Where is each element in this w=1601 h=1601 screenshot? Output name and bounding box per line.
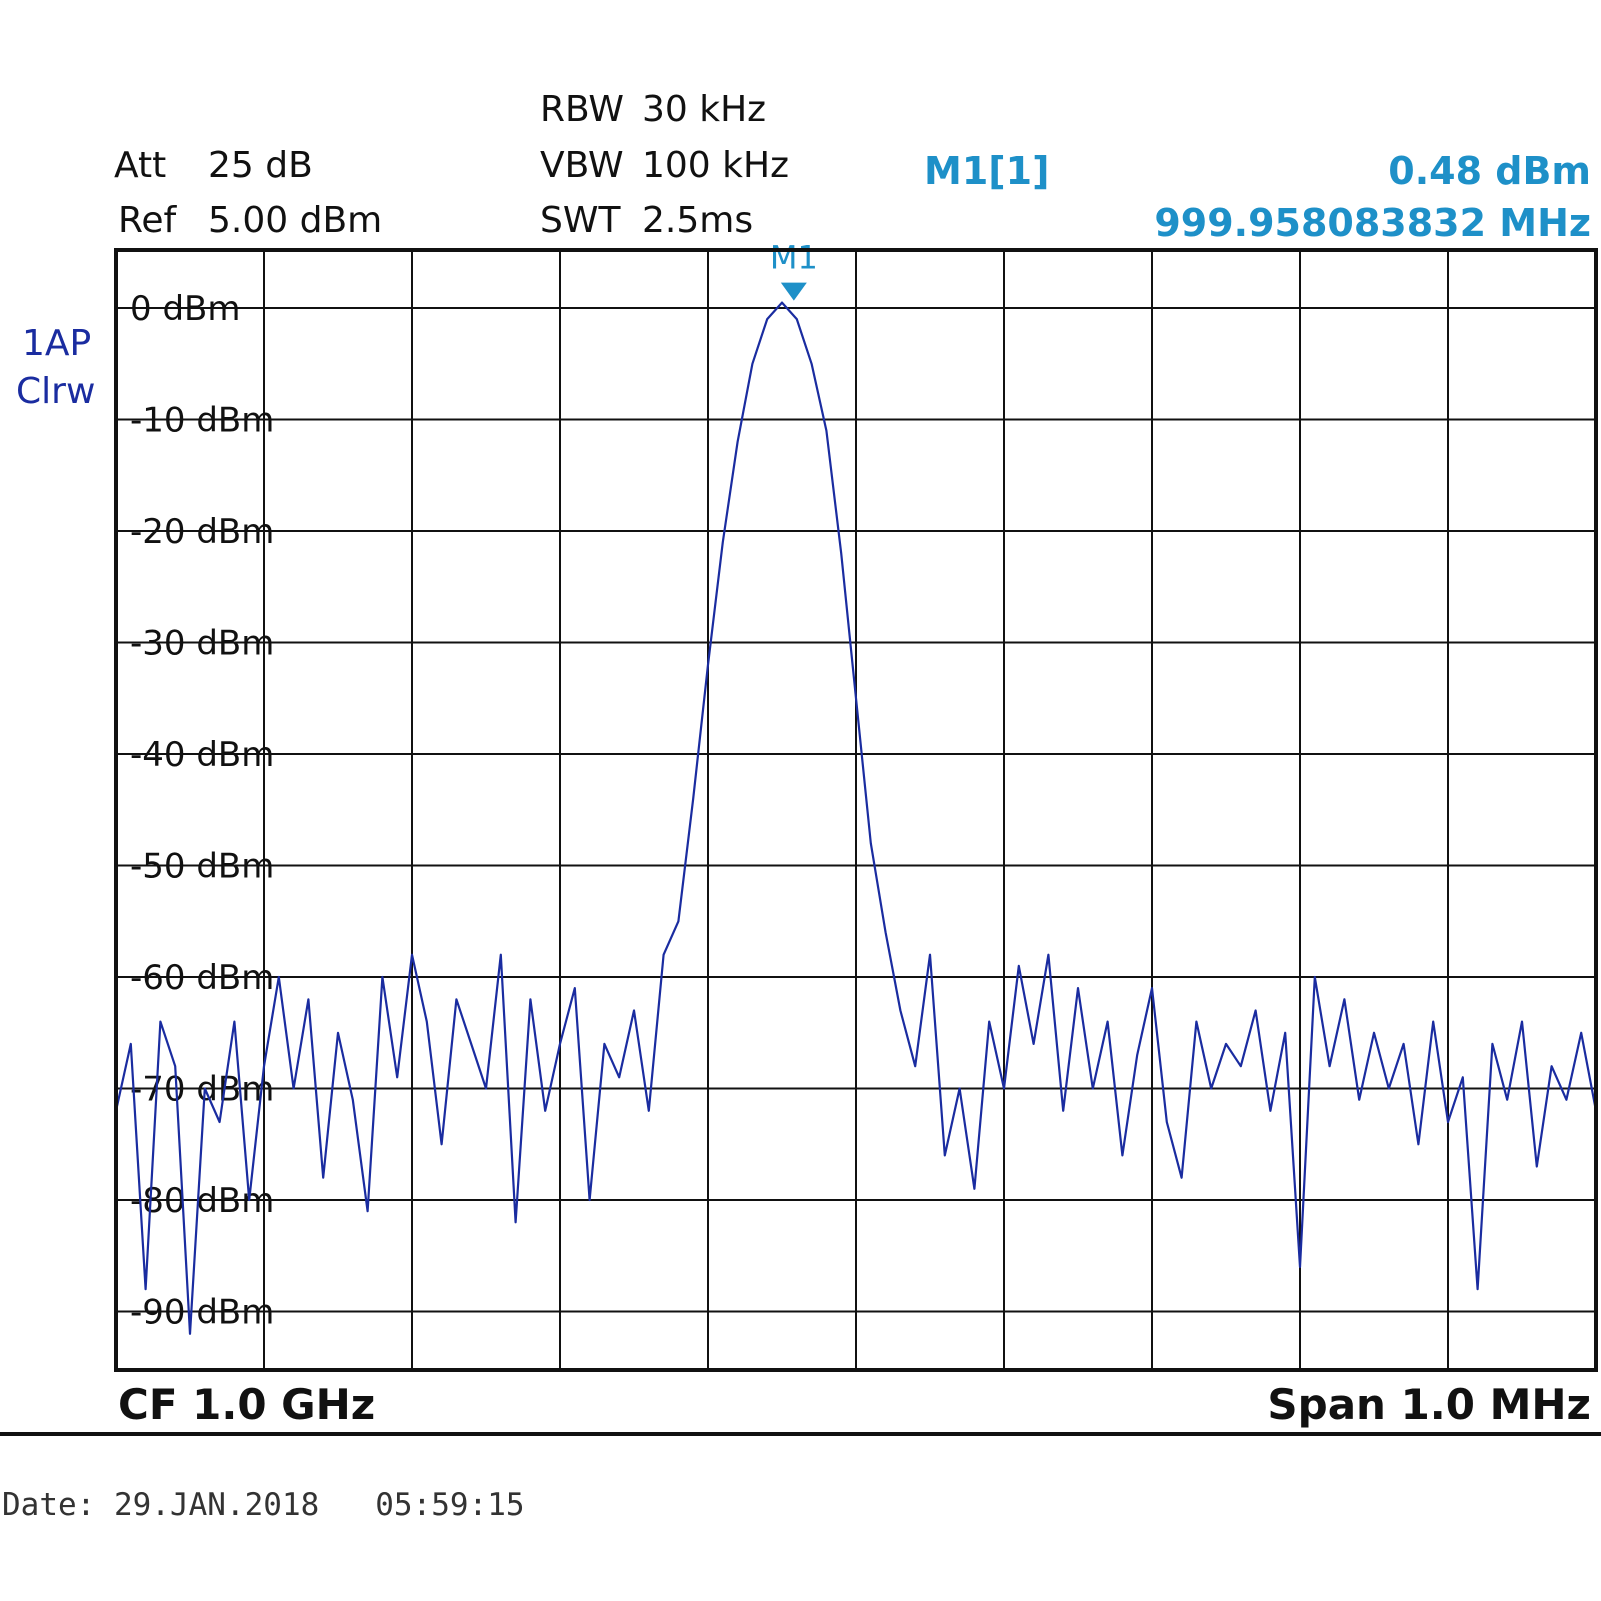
date-stamp: Date: 29.JAN.2018 05:59:15 xyxy=(2,1487,525,1523)
y-tick-label: -90 dBm xyxy=(130,1293,274,1333)
vbw-value: 100 kHz xyxy=(642,145,789,186)
att-label: Att xyxy=(114,145,167,186)
center-frequency: CF 1.0 GHz xyxy=(118,1380,376,1429)
swt-label: SWT xyxy=(540,200,621,241)
trace-mode-label: Clrw xyxy=(16,371,96,412)
y-tick-label: -50 dBm xyxy=(130,847,274,887)
y-tick-label: -30 dBm xyxy=(130,624,274,664)
y-tick-labels: 0 dBm -10 dBm -20 dBm -30 dBm -40 dBm -50 dBm… xyxy=(130,289,274,1333)
footer-separator xyxy=(0,1432,1601,1436)
y-tick-label: -20 dBm xyxy=(130,512,274,552)
y-tick-label: -10 dBm xyxy=(130,401,274,441)
ref-label: Ref xyxy=(118,200,177,241)
marker-m1: M1 xyxy=(770,239,818,301)
y-tick-label: -60 dBm xyxy=(130,958,274,998)
plot-frame xyxy=(114,248,1598,1372)
marker-tag: M1 xyxy=(770,239,818,277)
marker-name: M1[1] xyxy=(924,149,1050,193)
y-tick-label: -70 dBm xyxy=(130,1070,274,1110)
y-tick-label: -40 dBm xyxy=(130,735,274,775)
vbw-label: VBW xyxy=(540,145,624,186)
grid xyxy=(116,250,1596,1370)
att-value: 25 dB xyxy=(208,145,313,186)
rbw-label: RBW xyxy=(540,89,625,130)
marker-level: 0.48 dBm xyxy=(1388,149,1591,193)
trace-detector-label: 1AP xyxy=(22,323,92,364)
y-tick-label: 0 dBm xyxy=(130,289,240,329)
span: Span 1.0 MHz xyxy=(1267,1380,1591,1429)
swt-value: 2.5ms xyxy=(642,200,754,241)
marker-triangle xyxy=(780,282,807,301)
ref-value: 5.00 dBm xyxy=(208,200,383,241)
trace-line xyxy=(114,301,1598,1335)
marker-frequency: 999.958083832 MHz xyxy=(1154,201,1591,245)
rbw-value: 30 kHz xyxy=(642,89,767,130)
